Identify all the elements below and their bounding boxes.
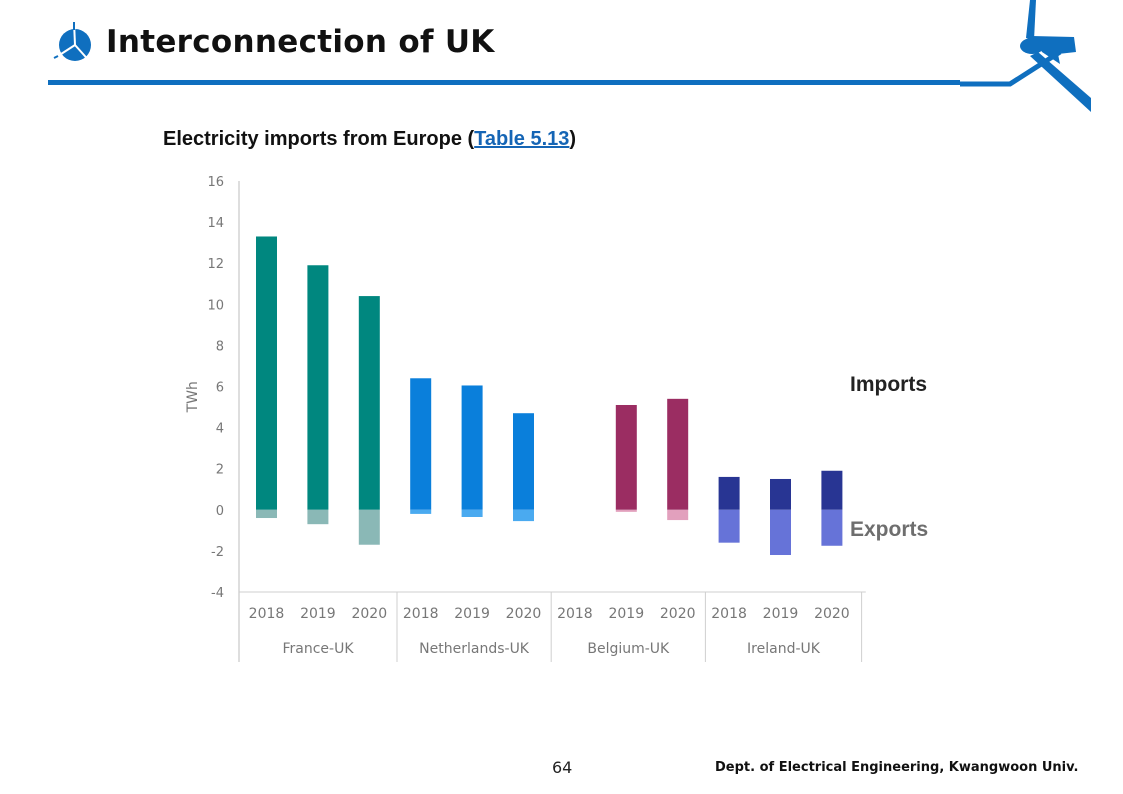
x-tick-year: 2019 xyxy=(763,606,799,622)
export-bar xyxy=(256,509,277,519)
x-tick-year: 2020 xyxy=(660,606,696,622)
x-tick-year: 2018 xyxy=(403,606,439,622)
export-bar xyxy=(770,509,791,556)
x-tick-year: 2019 xyxy=(454,606,490,622)
x-group-label: Ireland-UK xyxy=(747,641,821,657)
export-bar xyxy=(718,509,740,543)
export-bar xyxy=(461,509,483,517)
y-tick-label: -2 xyxy=(211,545,224,560)
chart-title-text: Electricity imports from Europe ( xyxy=(163,128,475,150)
x-tick-year: 2019 xyxy=(300,606,336,622)
import-bar xyxy=(256,236,277,510)
page-number: 64 xyxy=(552,758,573,777)
y-tick-label: -4 xyxy=(211,586,224,601)
export-bar xyxy=(307,509,329,525)
import-bar xyxy=(667,398,689,510)
x-tick-year: 2020 xyxy=(351,606,387,622)
wind-turbine-icon xyxy=(960,0,1091,112)
x-tick-year: 2019 xyxy=(608,606,644,622)
export-bar xyxy=(615,509,637,512)
x-tick-year: 2018 xyxy=(557,606,593,622)
exports-label: Exports xyxy=(850,518,929,541)
import-bar xyxy=(513,413,534,510)
import-bar xyxy=(718,476,740,510)
x-tick-year: 2018 xyxy=(249,606,285,622)
table-link[interactable]: Table 5.13 xyxy=(474,128,570,150)
y-tick-label: 2 xyxy=(216,463,224,478)
import-bar xyxy=(615,404,637,510)
kwangwoon-logo-icon xyxy=(53,21,93,65)
y-tick-label: 12 xyxy=(207,257,224,272)
export-bar xyxy=(667,509,689,521)
import-bar xyxy=(358,296,380,510)
imports-label: Imports xyxy=(850,373,928,396)
x-group-label: Netherlands-UK xyxy=(419,641,530,657)
import-bar xyxy=(770,478,791,510)
y-tick-label: 10 xyxy=(207,298,224,313)
import-bar xyxy=(307,265,329,510)
x-group-label: Belgium-UK xyxy=(587,641,670,657)
y-tick-label: 14 xyxy=(207,216,224,231)
export-bar xyxy=(513,509,534,522)
footer-text: Dept. of Electrical Engineering, Kwangwo… xyxy=(715,760,1079,775)
x-tick-year: 2018 xyxy=(711,606,747,622)
y-tick-label: 6 xyxy=(216,381,224,396)
x-tick-year: 2020 xyxy=(814,606,850,622)
slide-title: Interconnection of UK xyxy=(106,24,495,60)
chart-title: Electricity imports from Europe (Table 5… xyxy=(163,128,576,151)
y-tick-label: 16 xyxy=(207,175,224,190)
import-bar xyxy=(461,385,483,510)
y-tick-label: 8 xyxy=(216,339,224,354)
import-bar xyxy=(410,378,432,510)
export-bar xyxy=(358,509,380,545)
x-group-label: France-UK xyxy=(282,641,354,657)
y-tick-label: 0 xyxy=(216,504,224,519)
header-divider xyxy=(48,80,960,85)
y-tick-label: 4 xyxy=(216,422,224,437)
chart-title-suffix: ) xyxy=(569,128,577,150)
y-axis-label: TWh xyxy=(185,381,201,413)
x-tick-year: 2020 xyxy=(506,606,542,622)
chart: 16 14 12 10 8 6 4 2 0 -2 -4 TWh 2018 2019 2020 France-U… xyxy=(185,175,866,662)
export-bar xyxy=(821,509,843,546)
import-bar xyxy=(821,470,843,510)
export-bar xyxy=(410,509,432,514)
